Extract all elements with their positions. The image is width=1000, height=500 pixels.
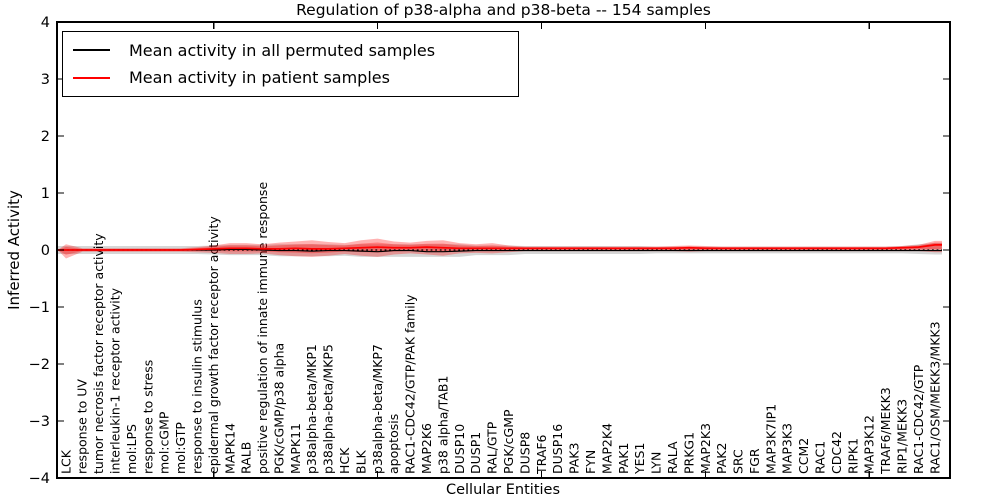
x-tick-label: RIPK1 [845, 438, 860, 474]
y-tick-label: 2 [41, 129, 50, 145]
x-tick-label: FYN [583, 450, 598, 474]
x-tick-label: PGK/cGMP [501, 409, 516, 474]
x-tick-label: MAP2K3 [698, 423, 713, 474]
x-tick-label: p38alpha-beta/MKP5 [321, 344, 336, 474]
x-tick-label: RAL/GTP [485, 421, 500, 474]
x-tick-label: CDC42 [829, 431, 844, 474]
x-tick-label: RALA [665, 441, 680, 474]
x-tick-label: p38alpha-beta/MKP1 [304, 344, 319, 474]
x-tick-label: response to stress [140, 360, 155, 474]
x-tick-label: mol:LPS [124, 424, 139, 474]
x-tick-label: response to insulin stimulus [189, 299, 204, 474]
x-tick-label: apoptosis [386, 414, 401, 474]
y-tick-label: 3 [41, 72, 50, 88]
x-tick-label: TRAF6/MEKK3 [878, 387, 893, 475]
x-tick-label: PAK2 [714, 443, 729, 474]
x-tick-label: SRC [731, 449, 746, 474]
x-tick-label: BLK [353, 449, 368, 474]
x-tick-label: tumor necrosis factor receptor activity [91, 233, 106, 474]
x-tick-label: HCK [337, 447, 352, 474]
x-tick-label: DUSP8 [517, 432, 532, 474]
x-tick-label: TRAF6 [534, 434, 549, 475]
y-tick-label: −4 [29, 471, 50, 487]
x-tick-label: MAP3K3 [780, 423, 795, 474]
y-tick-label: −2 [29, 357, 50, 373]
x-tick-label: PAK1 [616, 443, 631, 474]
x-tick-label: MAP2K4 [599, 423, 614, 474]
x-tick-label: PGK/cGMP/p38 alpha [271, 343, 286, 474]
x-axis-label: Cellular Entities [445, 482, 561, 498]
x-tick-label: MAPK14 [222, 423, 237, 474]
x-tick-label: RAC1-CDC42/GTP [911, 364, 926, 474]
x-tick-label: MAP3K12 [862, 415, 877, 474]
x-tick-label: DUSP16 [550, 424, 565, 474]
x-tick-label: RALB [239, 442, 254, 474]
legend-item-permuted: Mean activity in all permuted samples [73, 41, 518, 60]
x-tick-label: LYN [649, 452, 664, 474]
patient-mean-line [58, 244, 942, 251]
x-tick-label: LCK [58, 449, 73, 474]
x-tick-label: YES1 [632, 443, 647, 475]
x-tick-label: interleukin-1 receptor activity [107, 287, 122, 474]
x-tick-label: DUSP1 [468, 432, 483, 474]
x-tick-label: epidermal growth factor receptor activit… [206, 216, 221, 474]
chart-title: Regulation of p38-alpha and p38-beta -- … [296, 1, 711, 19]
x-tick-label: MAPK11 [288, 423, 303, 474]
y-tick-label: 0 [41, 243, 50, 259]
x-tick-label: mol:cGMP [157, 411, 172, 474]
x-tick-label: RAC1-CDC42/GTP/PAK family [403, 294, 418, 474]
legend-item-patient: Mean activity in patient samples [73, 68, 518, 87]
y-axis-label: Inferred Activity [5, 190, 23, 310]
x-tick-label: MAP2K6 [419, 423, 434, 474]
x-tick-label: RAC1 [813, 441, 828, 474]
x-tick-label: DUSP10 [452, 424, 467, 474]
x-tick-label: CCM2 [796, 438, 811, 474]
x-tick-label: p38 alpha/TAB1 [435, 376, 450, 474]
permuted-line-swatch [73, 49, 110, 52]
x-tick-label: MAP3K7IP1 [763, 404, 778, 474]
legend: Mean activity in all permuted samples Me… [62, 31, 519, 97]
y-tick-label: −1 [29, 300, 50, 316]
x-tick-label: PAK3 [567, 443, 582, 474]
x-tick-label: p38alpha-beta/MKP7 [370, 344, 385, 474]
y-tick-label: 4 [41, 15, 50, 31]
x-tick-label: RIP1/MEKK3 [895, 399, 910, 474]
x-tick-label: mol:GTP [173, 422, 188, 474]
patient-line-swatch [73, 76, 110, 79]
y-tick-label: −3 [29, 414, 50, 430]
x-tick-label: RAC1/OSM/MEKK3/MKK3 [927, 321, 942, 474]
y-tick-label: 1 [41, 186, 50, 202]
x-tick-label: FGR [747, 448, 762, 474]
x-tick-label: PRKG1 [681, 432, 696, 474]
legend-label-permuted: Mean activity in all permuted samples [129, 40, 436, 60]
legend-label-patient: Mean activity in patient samples [129, 68, 390, 88]
x-tick-label: positive regulation of innate immune res… [255, 182, 270, 474]
x-tick-label: response to UV [75, 379, 90, 474]
